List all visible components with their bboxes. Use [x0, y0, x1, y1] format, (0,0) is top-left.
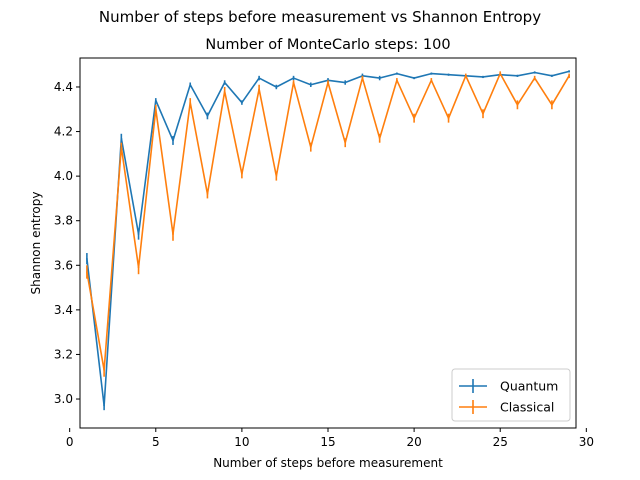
y-tick-label: 3.4 [54, 303, 73, 317]
y-axis-label: Shannon entropy [29, 192, 43, 295]
data-point [516, 75, 519, 77]
x-axis-label: Number of steps before measurement [213, 456, 443, 470]
data-point [292, 77, 295, 79]
x-tick-label: 25 [493, 435, 508, 449]
data-point [361, 77, 364, 79]
x-tick-label: 20 [406, 435, 421, 449]
y-tick-label: 3.6 [54, 258, 73, 272]
data-point [86, 257, 88, 260]
data-point [413, 77, 415, 79]
data-point [533, 71, 536, 74]
data-point [396, 79, 398, 82]
chart-suptitle: Number of steps before measurement vs Sh… [99, 8, 541, 26]
y-tick-label: 3.2 [54, 347, 73, 361]
data-point [292, 81, 295, 84]
data-point [378, 77, 381, 79]
x-tick-label: 15 [320, 435, 335, 449]
data-point [189, 101, 192, 104]
legend-label: Classical [500, 400, 554, 415]
legend-box [451, 368, 571, 422]
data-point [172, 233, 174, 235]
data-point [258, 77, 260, 79]
data-point [120, 137, 123, 140]
data-point [378, 137, 381, 140]
data-point [430, 79, 433, 82]
data-point [344, 141, 347, 144]
data-point [430, 72, 433, 75]
data-point [344, 81, 347, 84]
data-point [413, 117, 415, 119]
legend-item-quantum: Quantum [459, 379, 558, 394]
data-point [137, 266, 140, 269]
data-point [447, 117, 450, 119]
data-point [172, 139, 174, 142]
x-tick-label: 0 [66, 435, 74, 449]
data-point [499, 72, 502, 75]
x-tick-label: 5 [152, 435, 160, 449]
y-tick-label: 3.8 [54, 214, 73, 228]
legend-label: Quantum [500, 379, 558, 394]
x-axis: 0 5 10 15 20 25 30 [66, 428, 594, 449]
data-point [568, 75, 570, 77]
data-point [551, 75, 553, 77]
data-point [86, 271, 88, 273]
data-point [189, 83, 192, 86]
y-tick-label: 4.0 [54, 169, 73, 183]
series-layer [86, 70, 570, 411]
data-point [568, 70, 570, 73]
data-point [396, 72, 398, 75]
data-point [241, 101, 243, 104]
data-point [327, 81, 329, 84]
data-point [206, 115, 209, 117]
data-point [258, 88, 260, 91]
data-point [533, 77, 536, 79]
data-point [551, 104, 553, 106]
data-point [103, 369, 105, 371]
data-point [223, 81, 226, 84]
y-tick-label: 4.4 [54, 80, 73, 94]
x-tick-label: 10 [234, 435, 249, 449]
data-point [154, 99, 157, 102]
data-point [120, 146, 123, 148]
data-point [206, 193, 209, 195]
data-point [482, 76, 484, 78]
data-point [309, 83, 312, 86]
data-point [275, 175, 278, 177]
data-point [309, 146, 312, 148]
data-point [516, 104, 519, 106]
data-point [482, 112, 484, 115]
data-point [447, 73, 450, 76]
y-axis: 3.0 3.2 3.4 3.6 3.8 4.0 4.2 4.4 [54, 80, 80, 406]
data-point [103, 404, 105, 407]
data-point [275, 86, 278, 88]
y-tick-label: 3.0 [54, 392, 73, 406]
data-point [464, 75, 467, 77]
legend-item-classical: Classical [459, 400, 554, 415]
legend: Quantum Classical [451, 368, 571, 422]
data-point [241, 173, 243, 175]
y-tick-label: 4.2 [54, 125, 73, 139]
series-classical [86, 71, 570, 377]
chart-title: Number of MonteCarlo steps: 100 [205, 37, 450, 53]
data-point [154, 108, 157, 111]
data-point [137, 233, 140, 235]
data-point [223, 90, 226, 93]
x-tick-label: 30 [579, 435, 594, 449]
